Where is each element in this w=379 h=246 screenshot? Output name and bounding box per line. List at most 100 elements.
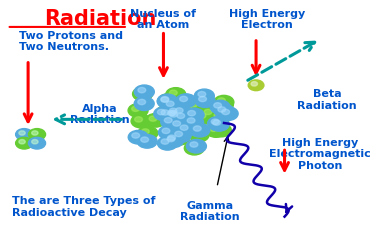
Circle shape xyxy=(163,134,183,148)
Circle shape xyxy=(204,109,212,115)
Circle shape xyxy=(160,108,168,113)
Circle shape xyxy=(168,114,188,128)
Circle shape xyxy=(157,105,177,119)
Circle shape xyxy=(217,100,225,106)
Circle shape xyxy=(166,108,186,122)
Circle shape xyxy=(194,89,214,103)
Circle shape xyxy=(177,123,197,136)
Circle shape xyxy=(210,110,230,124)
Circle shape xyxy=(161,96,169,102)
Circle shape xyxy=(131,114,151,128)
Circle shape xyxy=(177,108,196,121)
Circle shape xyxy=(28,129,45,140)
Circle shape xyxy=(171,129,191,142)
Circle shape xyxy=(188,110,196,116)
Circle shape xyxy=(134,97,154,110)
Circle shape xyxy=(213,120,221,125)
Circle shape xyxy=(135,117,143,122)
Circle shape xyxy=(166,109,186,123)
Circle shape xyxy=(132,106,139,111)
Circle shape xyxy=(32,139,38,144)
Circle shape xyxy=(162,128,170,134)
Circle shape xyxy=(214,104,234,118)
Circle shape xyxy=(157,109,165,115)
Circle shape xyxy=(177,113,185,119)
Circle shape xyxy=(168,110,175,116)
Circle shape xyxy=(162,92,182,106)
Circle shape xyxy=(176,94,196,108)
Circle shape xyxy=(176,109,184,114)
Circle shape xyxy=(158,113,179,127)
Text: Alpha
Radiation: Alpha Radiation xyxy=(69,104,129,125)
Circle shape xyxy=(211,119,219,124)
Circle shape xyxy=(168,108,188,122)
Circle shape xyxy=(169,90,177,95)
Circle shape xyxy=(248,80,264,91)
Circle shape xyxy=(173,134,181,139)
Circle shape xyxy=(184,106,192,111)
Circle shape xyxy=(161,110,169,115)
Circle shape xyxy=(172,107,192,120)
Circle shape xyxy=(173,118,193,132)
Circle shape xyxy=(161,139,169,144)
Circle shape xyxy=(146,113,166,127)
Circle shape xyxy=(181,103,200,117)
Circle shape xyxy=(169,110,177,116)
Circle shape xyxy=(186,139,207,153)
Circle shape xyxy=(165,103,173,108)
Circle shape xyxy=(251,82,257,86)
Circle shape xyxy=(157,94,177,108)
Circle shape xyxy=(165,108,185,121)
Circle shape xyxy=(158,94,179,107)
Circle shape xyxy=(190,142,198,147)
Circle shape xyxy=(19,131,25,135)
Circle shape xyxy=(198,113,206,118)
Circle shape xyxy=(180,96,188,102)
Circle shape xyxy=(133,87,152,101)
Circle shape xyxy=(158,126,179,139)
Circle shape xyxy=(189,128,209,142)
Circle shape xyxy=(172,105,192,119)
Circle shape xyxy=(172,111,180,116)
Circle shape xyxy=(215,126,223,131)
Circle shape xyxy=(222,109,230,115)
Circle shape xyxy=(16,137,33,149)
Circle shape xyxy=(162,115,182,128)
Circle shape xyxy=(137,135,157,148)
Circle shape xyxy=(175,131,183,137)
Circle shape xyxy=(218,98,225,103)
Circle shape xyxy=(134,85,154,99)
Circle shape xyxy=(136,90,144,95)
Circle shape xyxy=(149,116,157,121)
Circle shape xyxy=(164,118,172,123)
Text: The are Three Types of
Radioactive Decay: The are Three Types of Radioactive Decay xyxy=(12,196,155,217)
Circle shape xyxy=(173,111,193,124)
Circle shape xyxy=(157,94,177,108)
Circle shape xyxy=(169,110,177,116)
Text: High Energy
Electromagnetic
Photon: High Energy Electromagnetic Photon xyxy=(269,138,371,171)
Circle shape xyxy=(166,95,174,100)
Circle shape xyxy=(161,115,181,129)
Text: Beta
Radiation: Beta Radiation xyxy=(298,89,357,110)
Circle shape xyxy=(161,101,181,114)
Circle shape xyxy=(167,136,175,142)
Circle shape xyxy=(218,107,226,112)
Circle shape xyxy=(184,141,204,155)
Circle shape xyxy=(190,123,210,137)
Circle shape xyxy=(184,108,204,122)
Circle shape xyxy=(168,135,175,140)
Circle shape xyxy=(171,118,191,131)
Circle shape xyxy=(214,103,222,108)
Circle shape xyxy=(179,116,199,130)
Circle shape xyxy=(161,97,169,102)
Circle shape xyxy=(158,137,177,150)
Circle shape xyxy=(213,98,233,111)
Circle shape xyxy=(186,99,207,113)
Text: Radiation: Radiation xyxy=(44,9,157,29)
Circle shape xyxy=(154,107,174,121)
Circle shape xyxy=(193,131,200,136)
Circle shape xyxy=(170,112,177,117)
Circle shape xyxy=(187,118,195,123)
Circle shape xyxy=(182,119,190,124)
Circle shape xyxy=(138,126,158,140)
